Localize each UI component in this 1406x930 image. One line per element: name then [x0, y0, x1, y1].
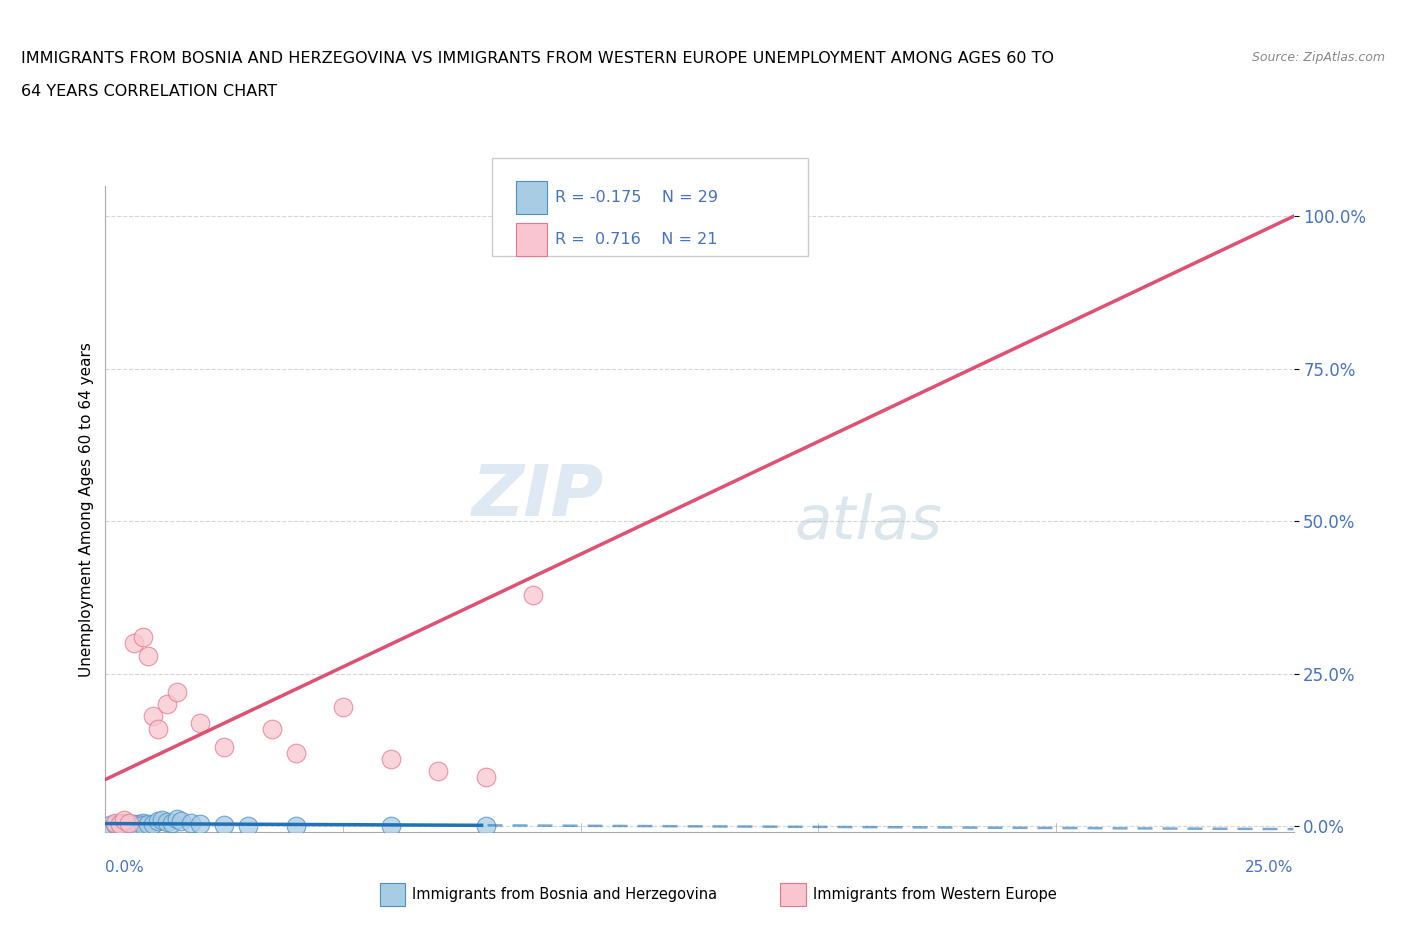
Point: [108, 817, 131, 831]
Point: [128, 817, 150, 831]
Text: R =  0.716    N = 21: R = 0.716 N = 21: [555, 232, 718, 247]
Point: [284, 746, 307, 761]
Point: [427, 764, 450, 778]
Text: Immigrants from Bosnia and Herzegovina: Immigrants from Bosnia and Herzegovina: [412, 887, 717, 902]
Point: [166, 684, 188, 699]
Point: [146, 814, 169, 829]
Point: [108, 818, 131, 833]
Text: R = -0.175    N = 29: R = -0.175 N = 29: [555, 190, 718, 206]
Point: [122, 817, 145, 831]
Point: [170, 814, 193, 829]
Point: [522, 587, 544, 602]
Point: [166, 812, 188, 827]
Point: [132, 816, 155, 830]
Text: atlas: atlas: [794, 493, 942, 551]
Point: [118, 816, 141, 830]
Point: [156, 697, 179, 711]
Point: [132, 630, 155, 644]
Point: [190, 817, 212, 831]
Point: [142, 817, 165, 831]
Point: [114, 813, 136, 828]
Point: [98, 817, 121, 832]
Point: [114, 817, 136, 832]
Point: [122, 636, 145, 651]
Y-axis label: Unemployment Among Ages 60 to 64 years: Unemployment Among Ages 60 to 64 years: [79, 341, 94, 677]
Point: [180, 816, 202, 830]
Point: [190, 715, 212, 730]
Point: [236, 818, 259, 833]
Point: [114, 816, 136, 830]
Text: IMMIGRANTS FROM BOSNIA AND HERZEGOVINA VS IMMIGRANTS FROM WESTERN EUROPE UNEMPLO: IMMIGRANTS FROM BOSNIA AND HERZEGOVINA V…: [21, 51, 1054, 66]
Point: [214, 817, 236, 832]
Point: [474, 818, 496, 833]
Point: [104, 817, 127, 831]
Point: [665, 209, 688, 224]
Point: [380, 818, 402, 833]
Point: [152, 813, 174, 828]
Point: [380, 751, 402, 766]
Point: [142, 709, 165, 724]
Point: [128, 818, 150, 833]
Text: Source: ZipAtlas.com: Source: ZipAtlas.com: [1251, 51, 1385, 64]
Point: [156, 815, 179, 830]
Text: 0.0%: 0.0%: [105, 860, 145, 875]
Point: [332, 700, 354, 715]
Point: [108, 817, 131, 831]
Point: [284, 818, 307, 833]
Text: Immigrants from Western Europe: Immigrants from Western Europe: [813, 887, 1056, 902]
Text: 64 YEARS CORRELATION CHART: 64 YEARS CORRELATION CHART: [21, 84, 277, 99]
Point: [132, 817, 155, 832]
Point: [160, 816, 183, 830]
Point: [214, 739, 236, 754]
Point: [118, 817, 141, 831]
Text: ZIP: ZIP: [472, 462, 605, 531]
Point: [104, 816, 127, 830]
Point: [146, 722, 169, 737]
Point: [474, 770, 496, 785]
Point: [136, 648, 159, 663]
Point: [260, 722, 283, 737]
Text: 25.0%: 25.0%: [1246, 860, 1294, 875]
Point: [136, 817, 159, 831]
Point: [122, 817, 145, 832]
Point: [118, 818, 141, 833]
